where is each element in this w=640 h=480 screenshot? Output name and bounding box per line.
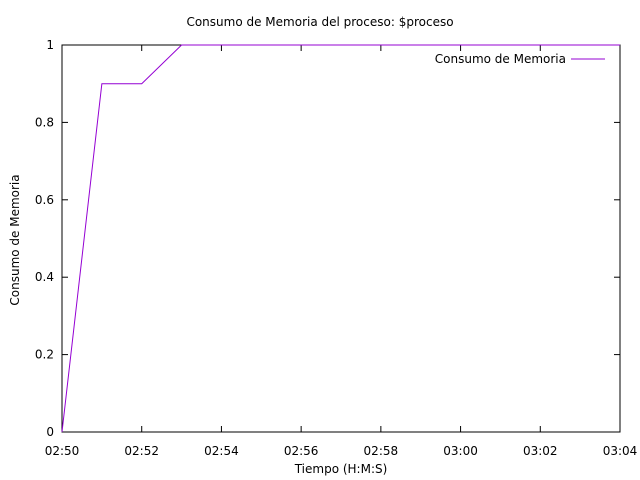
y-tick-label: 0 <box>46 425 54 439</box>
plot-border <box>61 44 621 433</box>
series-line-consumo-de-memoria <box>61 44 620 433</box>
x-tick-label: 02:54 <box>204 444 239 458</box>
series-group <box>61 44 620 433</box>
chart-title: Consumo de Memoria del proceso: $proceso <box>186 15 454 29</box>
y-tick-label: 0.4 <box>35 270 54 284</box>
x-tick-label: 03:02 <box>523 444 558 458</box>
x-axis-label: Tiempo (H:M:S) <box>294 462 388 476</box>
x-tick-label: 03:04 <box>603 444 638 458</box>
x-tick-label: 03:00 <box>443 444 478 458</box>
y-tick-label: 0.2 <box>35 348 54 362</box>
y-tick-label: 0.8 <box>35 115 54 129</box>
x-tick-label: 02:52 <box>124 444 159 458</box>
x-tick-label: 02:50 <box>45 444 80 458</box>
x-tick-label: 02:58 <box>364 444 399 458</box>
legend-label: Consumo de Memoria <box>434 52 566 66</box>
y-axis-label: Consumo de Memoria <box>8 174 22 306</box>
x-tick-label: 02:56 <box>284 444 319 458</box>
y-tick-label: 0.6 <box>35 193 54 207</box>
axis-ticks: 02:50 02:52 02:54 02:56 02:58 03:00 03:02 03:04… <box>35 38 637 458</box>
y-tick-label: 1 <box>46 38 54 52</box>
